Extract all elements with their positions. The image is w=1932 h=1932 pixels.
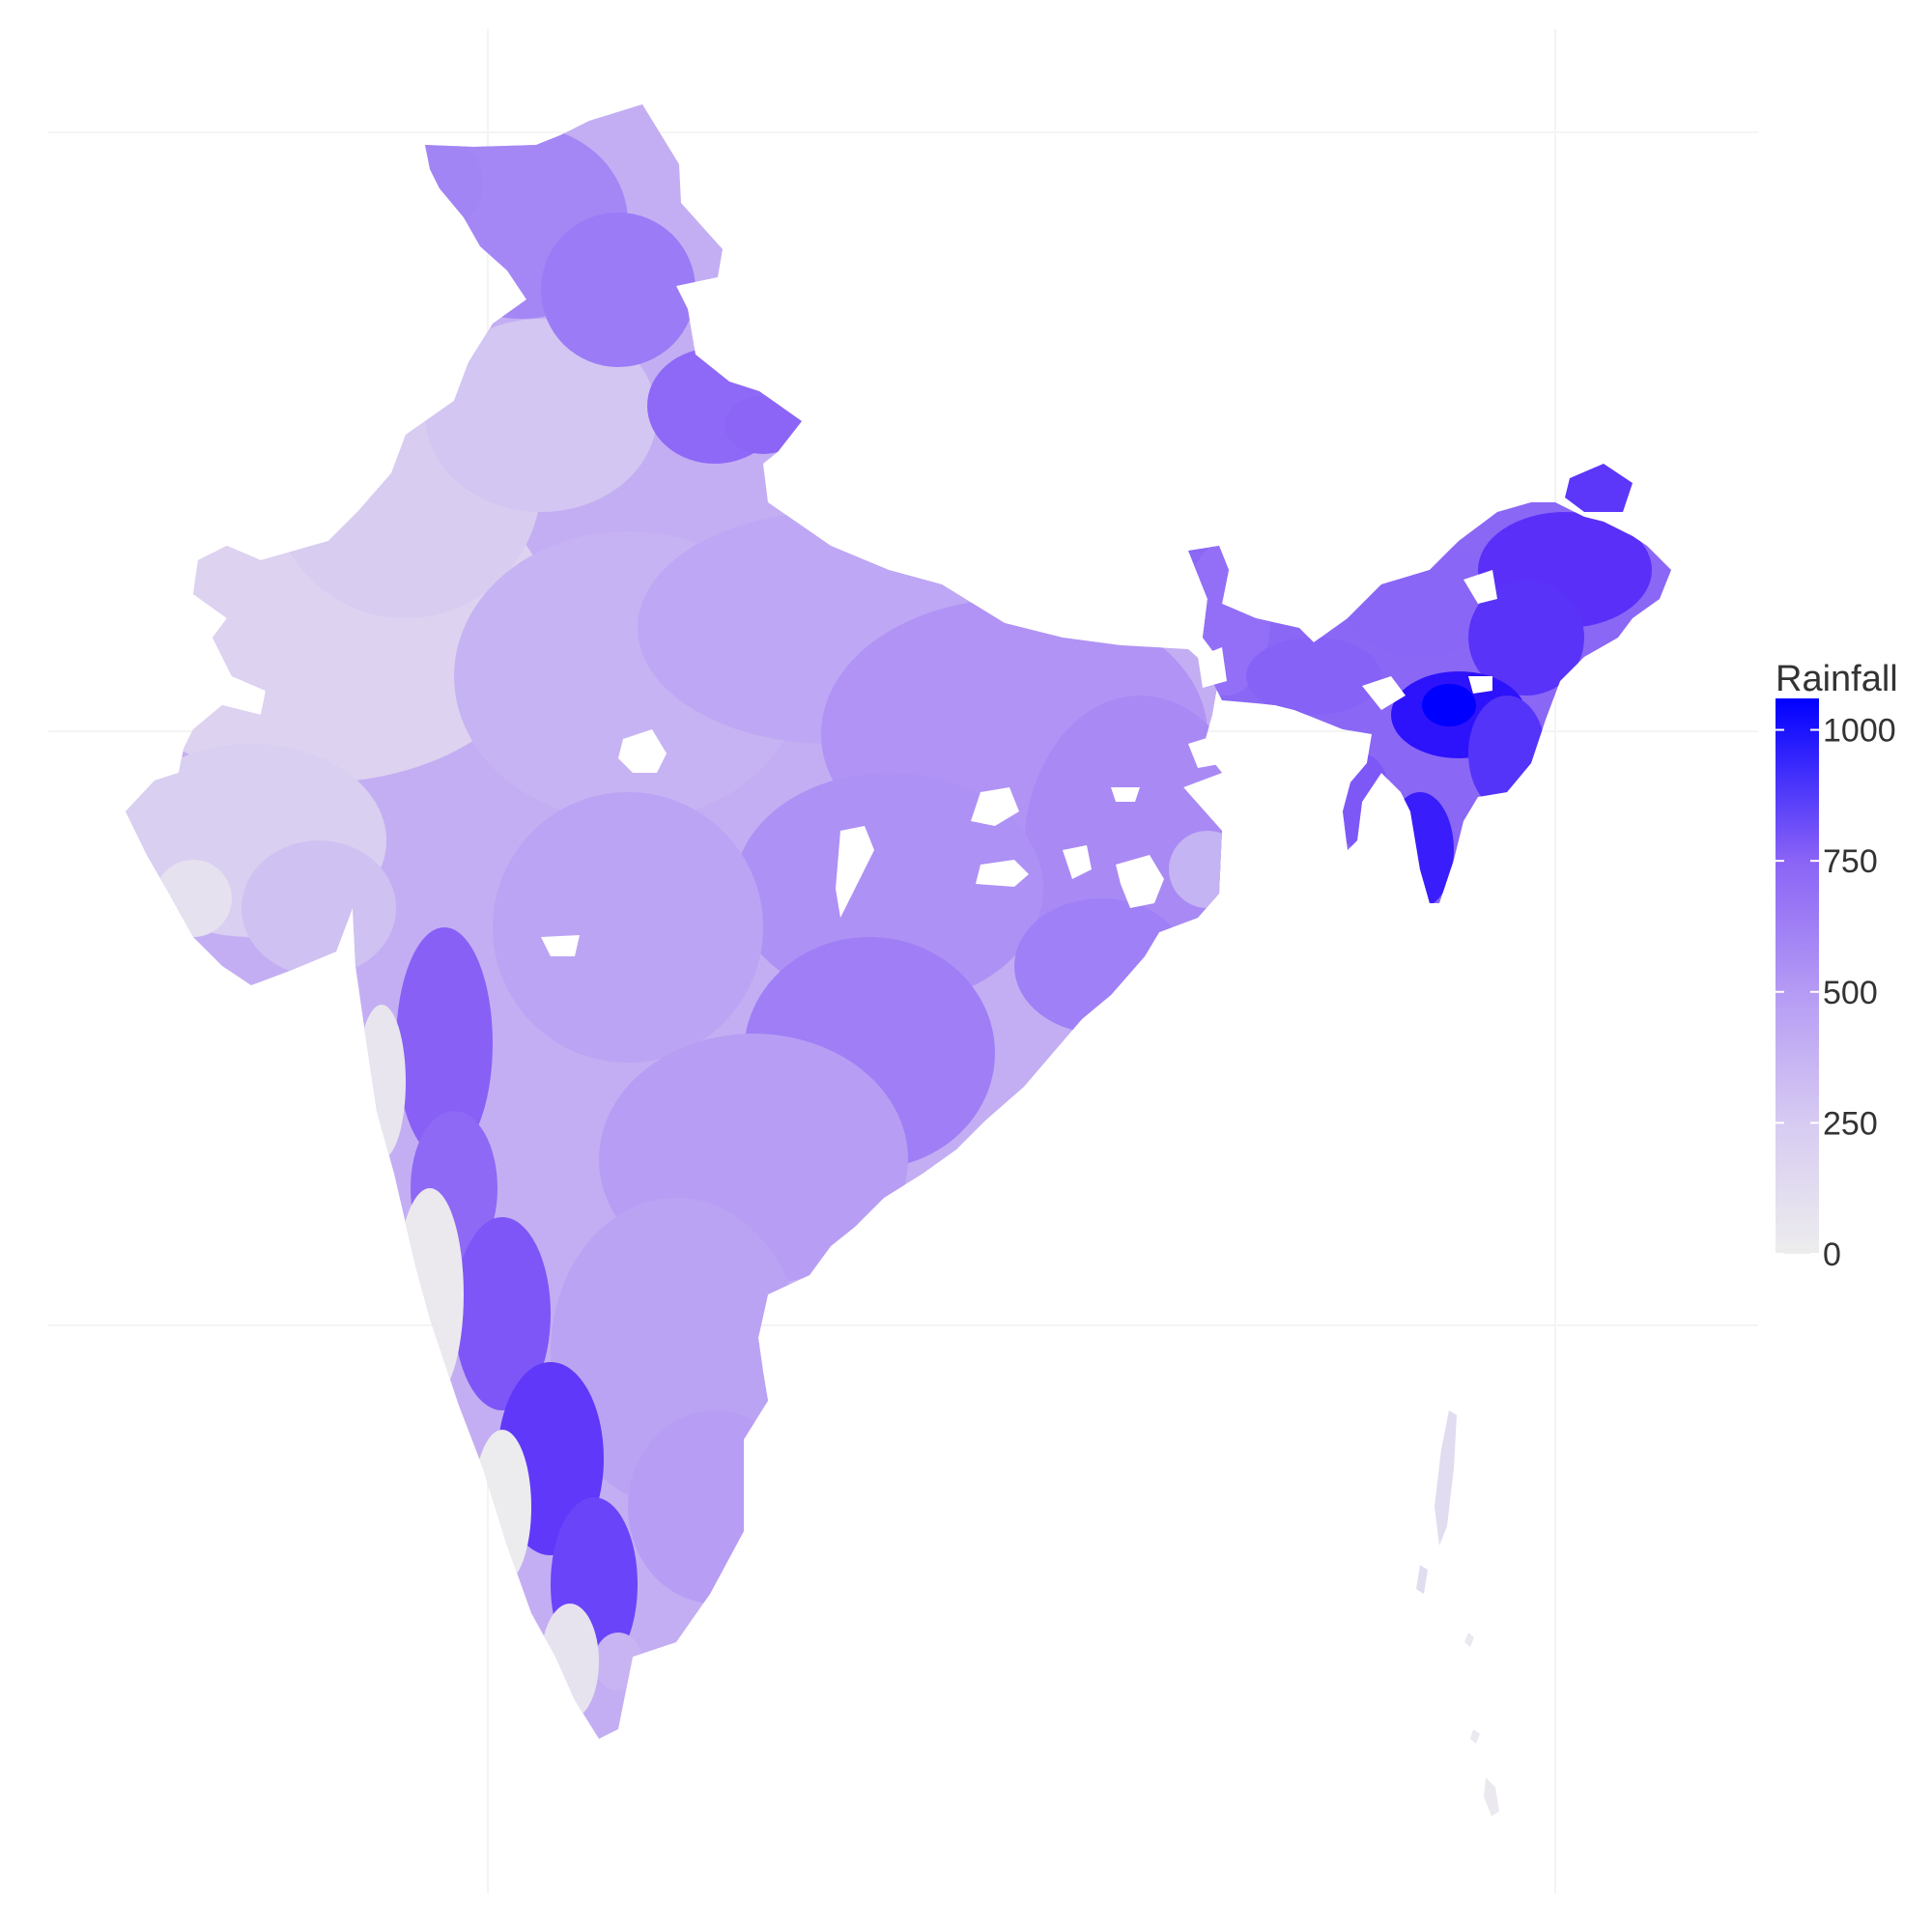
arunachal-tip [1565, 464, 1633, 512]
legend-title: Rainfall [1776, 659, 1898, 699]
legend-tick-label: 750 [1823, 843, 1878, 880]
legend: Rainfall 0 250 500 750 1000 [1776, 659, 1898, 1273]
missing-data-regions [541, 570, 1497, 956]
india-northeast [1188, 502, 1671, 903]
legend-ticks: 0 250 500 750 1000 [1776, 713, 1896, 1273]
india-mainland [126, 104, 1222, 1739]
legend-tick-label: 1000 [1823, 713, 1896, 750]
legend-tick-label: 500 [1823, 975, 1878, 1011]
legend-tick-label: 0 [1823, 1236, 1841, 1273]
legend-colorbar [1776, 698, 1819, 1254]
legend-tick-label: 250 [1823, 1105, 1878, 1142]
andaman-nicobar-islands [1416, 1410, 1499, 1816]
